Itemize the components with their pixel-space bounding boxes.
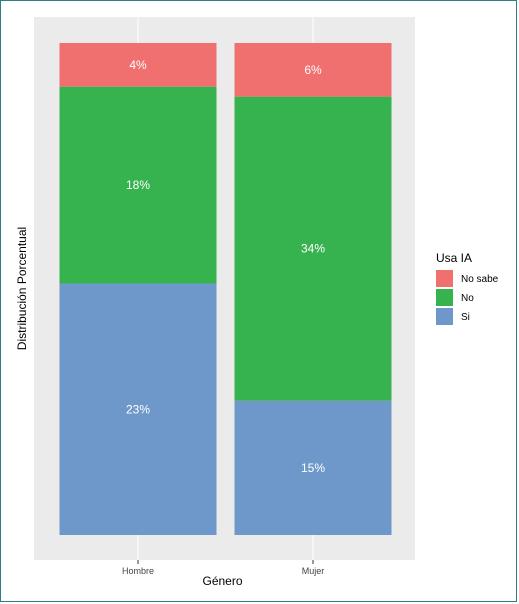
bar-hombre-no-sabe xyxy=(59,43,217,87)
x-tick-label-hombre: Hombre xyxy=(122,566,154,576)
legend-title: Usa IA xyxy=(436,251,472,265)
legend-label-no: No xyxy=(461,293,474,304)
legend-key-no xyxy=(436,289,453,306)
data-label-mujer-si: 15% xyxy=(301,461,325,475)
bars-group: 4% 18% 23% 6% 34% 15% xyxy=(59,43,392,535)
data-label-hombre-si: 23% xyxy=(126,402,150,416)
legend: Usa IA No sabe No Si xyxy=(436,251,499,325)
legend-label-si: Si xyxy=(461,312,470,323)
bar-mujer-si xyxy=(234,400,392,535)
bar-mujer-no xyxy=(234,96,392,401)
legend-label-no-sabe: No sabe xyxy=(461,274,499,285)
legend-key-no-sabe xyxy=(436,270,453,287)
data-label-hombre-no: 18% xyxy=(126,178,150,192)
legend-key-si xyxy=(436,308,453,325)
bar-hombre-no xyxy=(59,86,217,284)
data-label-hombre-no-sabe: 4% xyxy=(129,58,147,72)
data-label-mujer-no-sabe: 6% xyxy=(304,63,322,77)
data-label-mujer-no: 34% xyxy=(301,242,325,256)
x-axis-ticks: Hombre Mujer xyxy=(122,560,324,576)
bar-mujer-no-sabe xyxy=(234,43,392,97)
bar-hombre-si xyxy=(59,283,217,535)
y-axis-title: Distribución Porcentual xyxy=(15,227,29,350)
x-tick-label-mujer: Mujer xyxy=(302,566,325,576)
x-axis-title: Género xyxy=(202,574,242,588)
